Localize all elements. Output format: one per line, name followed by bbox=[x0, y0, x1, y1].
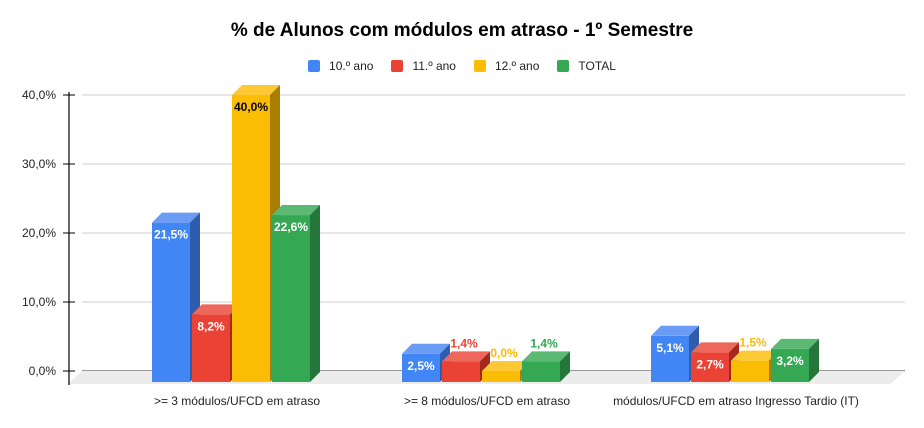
legend-swatch-12-ano bbox=[473, 60, 486, 72]
bar[interactable]: 2,5% bbox=[402, 343, 450, 382]
chart-legend: 10.º ano 11.º ano 12.º ano TOTAL bbox=[0, 59, 924, 73]
bar[interactable]: 1,4% bbox=[522, 336, 570, 382]
legend-item-10-ano[interactable]: 10.º ano bbox=[308, 59, 373, 73]
y-tick-label: 40,0% bbox=[22, 88, 56, 102]
data-label: 3,2% bbox=[776, 354, 804, 368]
data-label: 22,6% bbox=[274, 220, 308, 234]
data-label: 2,5% bbox=[407, 359, 435, 373]
legend-swatch-11-ano bbox=[391, 60, 404, 72]
bar[interactable]: 2,7% bbox=[691, 342, 739, 382]
data-label: 40,0% bbox=[234, 100, 268, 114]
x-category-label: >= 8 módulos/UFCD em atraso bbox=[404, 394, 570, 408]
data-label: 1,4% bbox=[450, 336, 478, 350]
y-tick-label: 10,0% bbox=[22, 295, 56, 309]
data-label: 0,0% bbox=[490, 346, 518, 360]
legend-label: TOTAL bbox=[578, 59, 616, 73]
chart-title: % de Alunos com módulos em atraso - 1º S… bbox=[230, 20, 694, 41]
legend-swatch-10-ano bbox=[308, 60, 321, 72]
legend-label: 11.º ano bbox=[412, 59, 456, 73]
data-label: 2,7% bbox=[696, 357, 724, 371]
legend-item-11-ano[interactable]: 11.º ano bbox=[391, 59, 456, 73]
legend-label: 10.º ano bbox=[329, 59, 374, 73]
y-axis: 0,0% 10,0% 20,0% 30,0% 40,0% bbox=[22, 88, 75, 385]
bar[interactable]: 22,6% bbox=[272, 205, 320, 382]
data-label: 1,4% bbox=[530, 336, 558, 350]
x-axis-labels: >= 3 módulos/UFCD em atraso >= 8 módulos/… bbox=[154, 394, 859, 408]
data-label: 21,5% bbox=[154, 228, 188, 242]
legend-item-total[interactable]: TOTAL bbox=[557, 59, 616, 73]
data-label: 8,2% bbox=[197, 319, 225, 333]
x-category-label: >= 3 módulos/UFCD em atraso bbox=[154, 394, 320, 408]
y-tick-label: 20,0% bbox=[22, 226, 56, 240]
data-label: 5,1% bbox=[656, 341, 684, 355]
legend-item-12-ano[interactable]: 12.º ano bbox=[473, 59, 540, 73]
bar[interactable]: 3,2% bbox=[771, 338, 819, 382]
legend-label: 12.º ano bbox=[494, 59, 540, 73]
y-tick-label: 30,0% bbox=[22, 157, 56, 171]
bars: 21,5% 8,2% 40,0% 22,6% 2,5% 1,4% 0,0% 1,4% 5,1% 2… bbox=[152, 85, 819, 382]
legend-swatch-total bbox=[557, 60, 570, 72]
x-category-label: módulos/UFCD em atraso Ingresso Tardio (… bbox=[613, 394, 859, 408]
data-label: 1,5% bbox=[739, 336, 767, 350]
y-tick-label: 0,0% bbox=[29, 364, 57, 378]
